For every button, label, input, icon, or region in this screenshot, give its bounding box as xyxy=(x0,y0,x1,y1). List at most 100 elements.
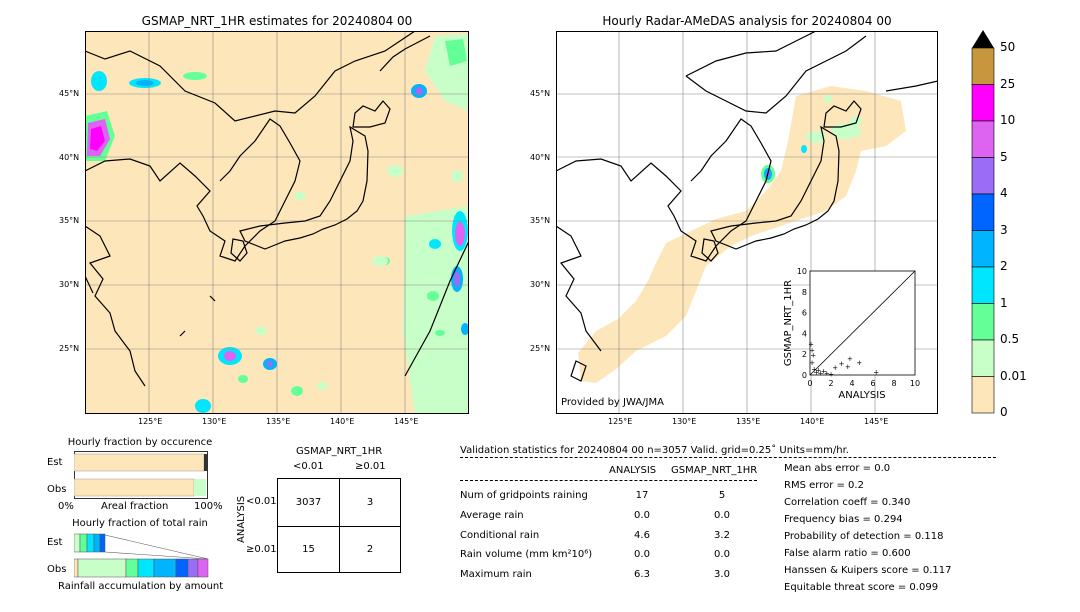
hist-total-obs-label: Obs xyxy=(47,564,67,575)
scatter-point: + xyxy=(808,340,814,348)
right-lon-135: 135°E xyxy=(736,417,761,426)
right-map xyxy=(556,31,938,414)
scatter-point: + xyxy=(828,370,834,378)
scatter-ylabel: GSMAP_NRT_1HR xyxy=(783,280,794,366)
score-correlation: Correlation coeff = 0.340 xyxy=(784,497,911,508)
colorbar-swatches xyxy=(971,47,995,414)
hist-total-title: Hourly fraction of total rain xyxy=(72,518,208,529)
scatter-point: + xyxy=(847,355,853,363)
hist-occurrence-xlabel-mid: Areal fraction xyxy=(101,501,169,512)
contingency-row-lt: <0.01 xyxy=(246,496,277,507)
contingency-cell-10: 15 xyxy=(302,544,315,555)
colorbar-extend-arrow xyxy=(972,30,994,48)
scatter-y-tick-label: 4 xyxy=(802,329,807,338)
validation-row-gsmap: 3.0 xyxy=(714,569,730,580)
contingency-cell-01: 3 xyxy=(366,497,374,508)
right-lat-25: 25°N xyxy=(530,344,551,353)
hist-total-obs-bars xyxy=(74,558,209,578)
score-rms: RMS error = 0.2 xyxy=(784,480,864,491)
colorbar-swatch xyxy=(971,193,995,231)
right-map-coverage xyxy=(578,86,906,383)
hist-total-est-bars xyxy=(74,533,106,553)
validation-row-label: Conditional rain xyxy=(460,530,540,541)
scatter-plot: +++++++ +++ ++++++ + 0 2 4 6 8 10 0 2 4 6 8 10 ANALYS… xyxy=(783,267,920,401)
validation-row-analysis: 4.6 xyxy=(634,530,650,541)
colorbar-swatch xyxy=(971,120,995,158)
colorbar-label: 10 xyxy=(1000,113,1016,127)
scatter-x-tick-label: 2 xyxy=(828,379,833,388)
left-lon-125: 125°E xyxy=(138,417,163,426)
scatter-x-tick-label: 6 xyxy=(870,379,875,388)
score-ets: Equitable threat score = 0.099 xyxy=(784,582,939,593)
right-map-credit: Provided by JWA/JMA xyxy=(561,397,664,408)
score-far: False alarm ratio = 0.600 xyxy=(784,548,911,559)
colorbar-swatch xyxy=(971,266,995,304)
validation-row-gsmap: 5 xyxy=(718,490,726,501)
colorbar-label: 0 xyxy=(1000,405,1008,419)
colorbar-label: 0.01 xyxy=(1000,368,1027,383)
validation-header-rule xyxy=(460,457,996,458)
scatter-x-tick-label: 10 xyxy=(910,379,920,388)
validation-row-label: Maximum rain xyxy=(460,569,532,580)
colorbar-label: 3 xyxy=(1000,222,1008,237)
colorbar-swatch xyxy=(971,47,995,85)
scatter-point: + xyxy=(818,369,824,377)
hist-occurrence-xlabel-left: 0% xyxy=(58,501,74,512)
right-lat-35: 35°N xyxy=(530,216,551,225)
right-lon-140: 140°E xyxy=(800,417,825,426)
scatter-x-tick-label: 0 xyxy=(807,379,812,388)
colorbar-label: 5 xyxy=(1000,149,1008,164)
hist-total-est-label: Est xyxy=(47,537,63,548)
score-hk: Hanssen & Kuipers score = 0.117 xyxy=(784,565,952,576)
left-lon-145: 145°E xyxy=(394,417,419,426)
colorbar-swatch xyxy=(971,376,995,414)
scatter-y-tick-label: 6 xyxy=(802,309,807,318)
scatter-point: + xyxy=(810,352,816,360)
colorbar-swatch xyxy=(971,230,995,268)
contingency-table: 3037 3 15 2 xyxy=(277,478,401,573)
scatter-point: + xyxy=(845,363,851,371)
validation-col-analysis: ANALYSIS xyxy=(609,465,657,476)
validation-row-label: Average rain xyxy=(460,510,524,521)
validation-row-gsmap: 3.2 xyxy=(714,530,730,541)
contingency-row-ge: ≥0.01 xyxy=(246,544,277,555)
scatter-point: + xyxy=(815,366,821,374)
hist-occurrence-title: Hourly fraction by occurence xyxy=(67,437,213,448)
colorbar-swatch xyxy=(971,339,995,377)
contingency-cell-11: 2 xyxy=(366,544,374,555)
left-map-title: GSMAP_NRT_1HR estimates for 20240804 00 xyxy=(141,14,413,28)
right-lon-125: 125°E xyxy=(608,417,633,426)
scatter-point: + xyxy=(832,364,838,372)
validation-row-analysis: 6.3 xyxy=(634,569,650,580)
right-lat-30: 30°N xyxy=(530,280,551,289)
right-lon-145: 145°E xyxy=(864,417,889,426)
left-map-coastline xyxy=(85,31,469,387)
scatter-x-tick-label: 4 xyxy=(849,379,854,388)
hist-total-plot xyxy=(74,533,209,578)
left-lon-140: 140°E xyxy=(330,417,355,426)
hist-occurrence-xlabel-right: 100% xyxy=(194,501,223,512)
left-map xyxy=(85,31,469,414)
left-lat-25: 25°N xyxy=(59,344,80,353)
left-lat-30: 30°N xyxy=(59,280,80,289)
scatter-y-tick-label: 2 xyxy=(802,350,807,359)
validation-col-rule xyxy=(460,480,757,481)
colorbar-label: 50 xyxy=(1000,40,1016,54)
left-lon-130: 130°E xyxy=(202,417,227,426)
right-lat-40: 40°N xyxy=(530,153,551,162)
scatter-point: + xyxy=(821,367,827,375)
right-lon-130: 130°E xyxy=(672,417,697,426)
scatter-y-tick-label: 10 xyxy=(797,267,807,276)
contingency-cell-00: 3037 xyxy=(295,497,322,508)
scatter-point: + xyxy=(809,347,815,355)
left-map-rain xyxy=(85,34,469,414)
validation-row-gsmap: 0.0 xyxy=(714,549,730,560)
validation-row-analysis: 0.0 xyxy=(634,549,650,560)
scatter-y-ticks: 0 2 4 6 8 10 xyxy=(797,267,807,380)
contingency-title: GSMAP_NRT_1HR xyxy=(296,446,383,457)
hist-occurrence-plot xyxy=(74,451,208,499)
right-map-coastline xyxy=(556,31,938,382)
validation-row-gsmap: 0.0 xyxy=(714,510,730,521)
hist-occurrence-est-rain xyxy=(204,454,207,471)
colorbar-label: 4 xyxy=(1000,186,1008,200)
